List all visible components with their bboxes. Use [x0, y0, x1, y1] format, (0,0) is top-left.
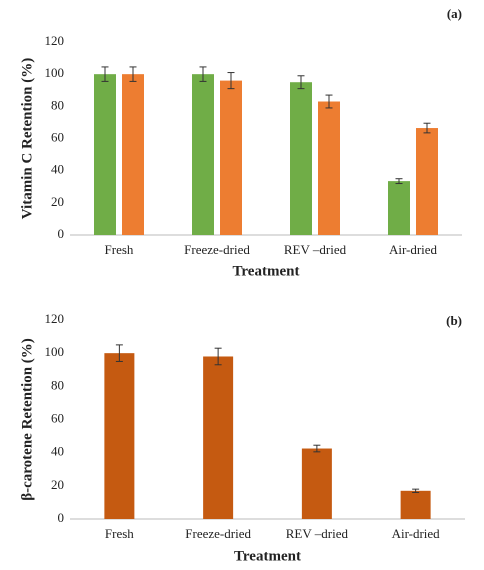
y-axis-label: β-carotene Retention (%) [19, 338, 35, 501]
x-tick-label: Air-dried [389, 242, 438, 257]
x-tick-label: Air-dried [392, 526, 441, 541]
y-tick-label: 60 [51, 129, 64, 144]
x-tick-label: REV –dried [284, 242, 347, 257]
bar [400, 490, 431, 519]
panel-label: (a) [447, 6, 462, 21]
y-tick-label: 120 [45, 311, 65, 326]
x-tick-label: Freeze-dried [185, 526, 251, 541]
y-axis-label: Vitamin C Retention (%) [19, 58, 35, 220]
y-tick-label: 20 [51, 477, 64, 492]
error-bar [199, 66, 207, 82]
bar [220, 80, 242, 235]
error-bar [412, 488, 420, 493]
error-bar [297, 75, 305, 90]
error-bar [214, 347, 222, 366]
bar [94, 74, 116, 236]
bar [203, 356, 234, 519]
error-bar [115, 344, 123, 362]
x-tick-label: Fresh [105, 526, 134, 541]
x-axis-label: Treatment [234, 548, 301, 564]
bar [388, 181, 410, 235]
y-tick-label: 100 [45, 344, 65, 359]
x-tick-label: REV –dried [286, 526, 349, 541]
y-tick-label: 0 [58, 510, 65, 525]
error-bar [423, 122, 431, 134]
x-axis-label: Treatment [233, 263, 300, 279]
error-bar [227, 72, 235, 90]
y-tick-label: 40 [51, 444, 64, 459]
x-tick-label: Freeze-dried [184, 242, 250, 257]
y-tick-label: 0 [58, 226, 65, 241]
bar [192, 74, 214, 236]
x-tick-label: Fresh [105, 242, 134, 257]
bar [318, 101, 340, 235]
error-bar [325, 94, 333, 109]
y-tick-label: 80 [51, 97, 64, 112]
y-tick-label: 80 [51, 377, 64, 392]
y-tick-label: 40 [51, 162, 64, 177]
error-bar [129, 66, 137, 82]
error-bar [313, 444, 321, 453]
bar [416, 128, 438, 235]
bar [290, 82, 312, 235]
bar [122, 74, 144, 236]
bar [104, 353, 135, 519]
error-bar [101, 66, 109, 82]
bar [301, 448, 332, 519]
panel-label: (b) [446, 313, 462, 328]
error-bar [395, 178, 403, 185]
y-tick-label: 100 [45, 65, 65, 80]
y-tick-label: 120 [45, 33, 65, 48]
y-tick-label: 60 [51, 410, 64, 425]
y-tick-label: 20 [51, 194, 64, 209]
